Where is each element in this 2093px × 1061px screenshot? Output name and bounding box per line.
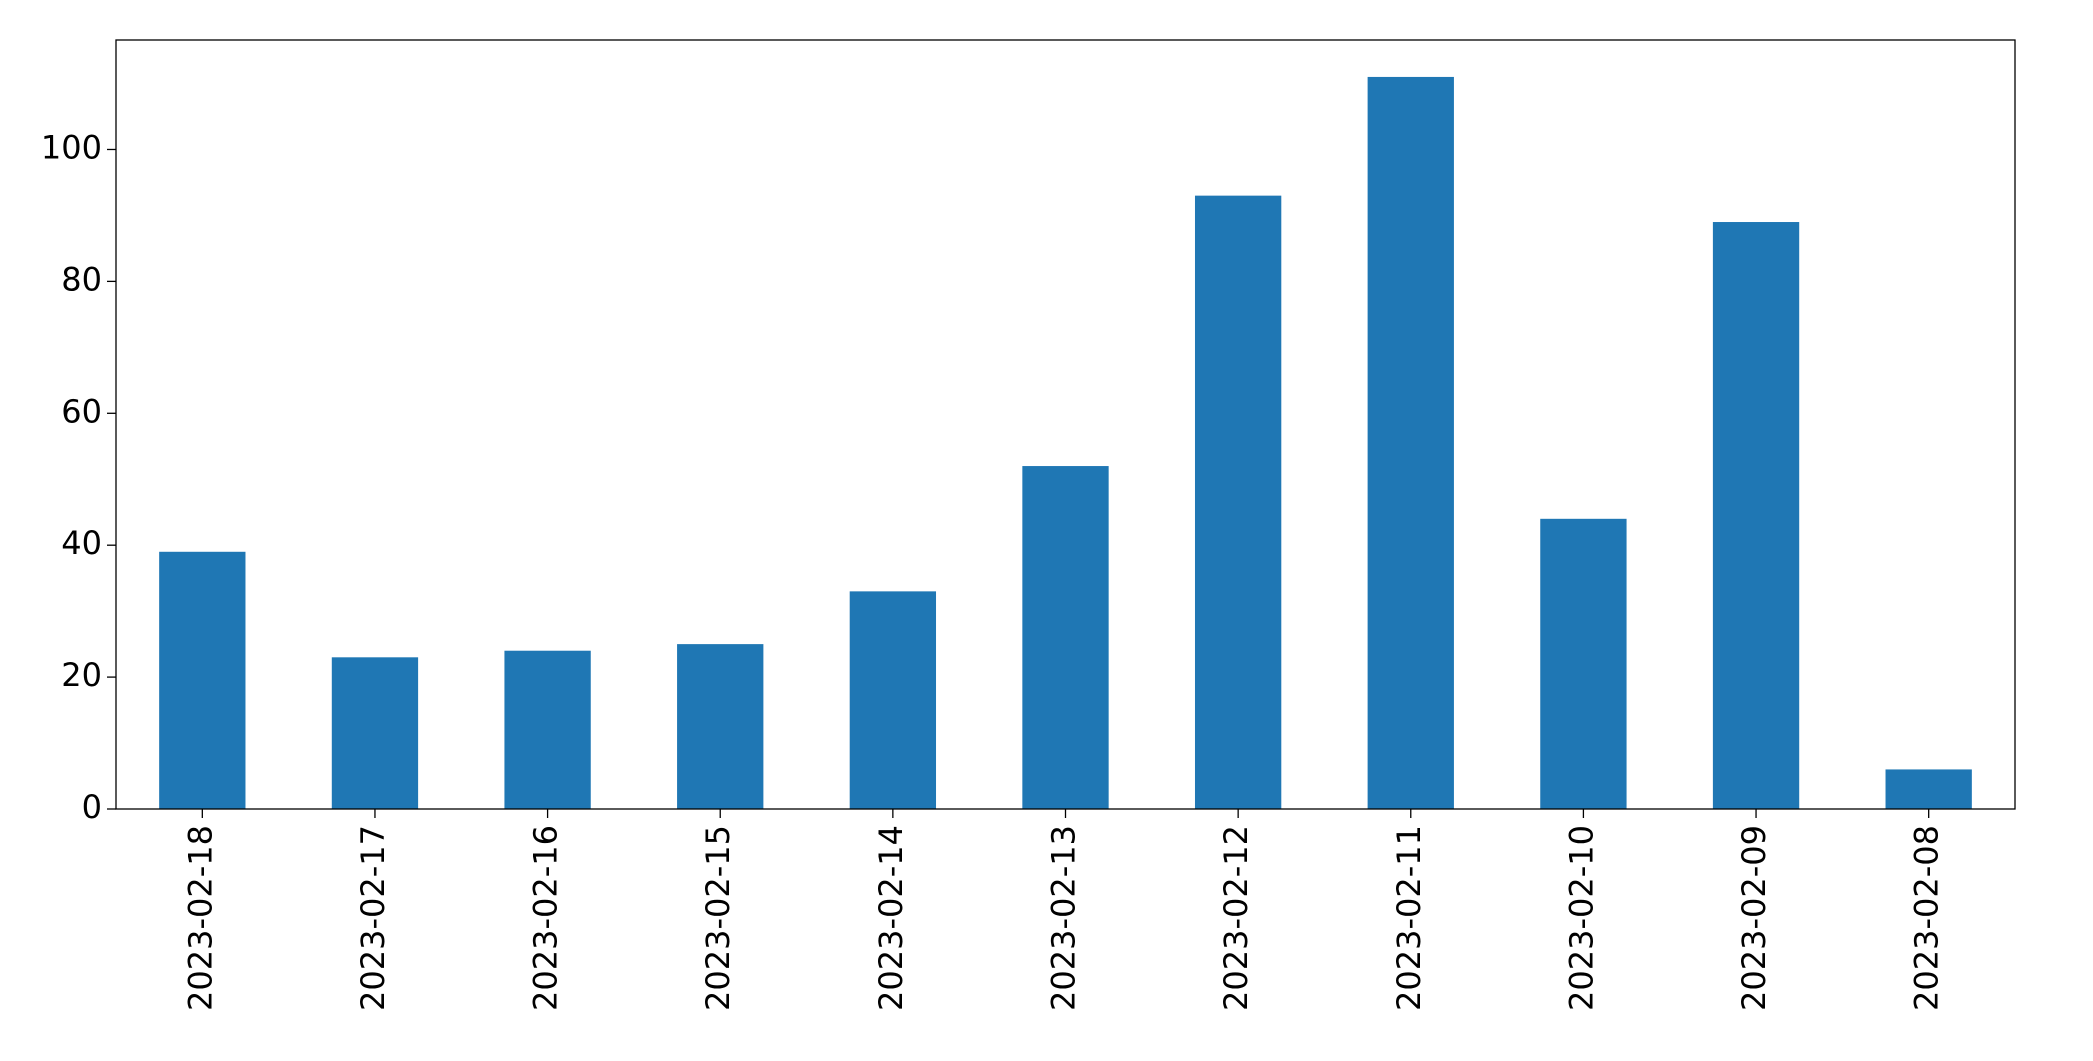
y-tick-label: 40 bbox=[61, 524, 102, 562]
bar bbox=[504, 650, 591, 809]
x-tick-label: 2023-02-13 bbox=[1045, 825, 1083, 1011]
y-tick-label: 0 bbox=[82, 788, 102, 826]
bar bbox=[1540, 518, 1627, 809]
plot-frame bbox=[115, 39, 2016, 810]
bar bbox=[331, 657, 419, 809]
x-tick-label: 2023-02-14 bbox=[872, 825, 910, 1011]
bar bbox=[1367, 76, 1454, 809]
y-tick-label: 100 bbox=[41, 128, 102, 166]
bar bbox=[677, 644, 764, 809]
y-tick-label: 20 bbox=[61, 656, 102, 694]
bar bbox=[1022, 466, 1109, 809]
y-tick-label: 60 bbox=[61, 392, 102, 430]
x-tick-label: 2023-02-18 bbox=[181, 825, 219, 1011]
bar bbox=[1885, 769, 1972, 809]
bar bbox=[1712, 222, 1800, 809]
x-tick-label: 2023-02-11 bbox=[1390, 825, 1428, 1011]
x-tick-label: 2023-02-12 bbox=[1217, 825, 1255, 1011]
x-tick-label: 2023-02-10 bbox=[1562, 825, 1600, 1011]
x-tick-label: 2023-02-16 bbox=[527, 825, 565, 1011]
x-tick-label: 2023-02-09 bbox=[1735, 825, 1773, 1011]
x-tick-label: 2023-02-15 bbox=[699, 825, 737, 1011]
x-tick-label: 2023-02-08 bbox=[1908, 825, 1946, 1011]
bar bbox=[1194, 195, 1282, 809]
bar bbox=[849, 591, 937, 809]
x-tick-label: 2023-02-17 bbox=[354, 825, 392, 1011]
bar bbox=[159, 551, 246, 809]
y-tick-label: 80 bbox=[61, 260, 102, 298]
